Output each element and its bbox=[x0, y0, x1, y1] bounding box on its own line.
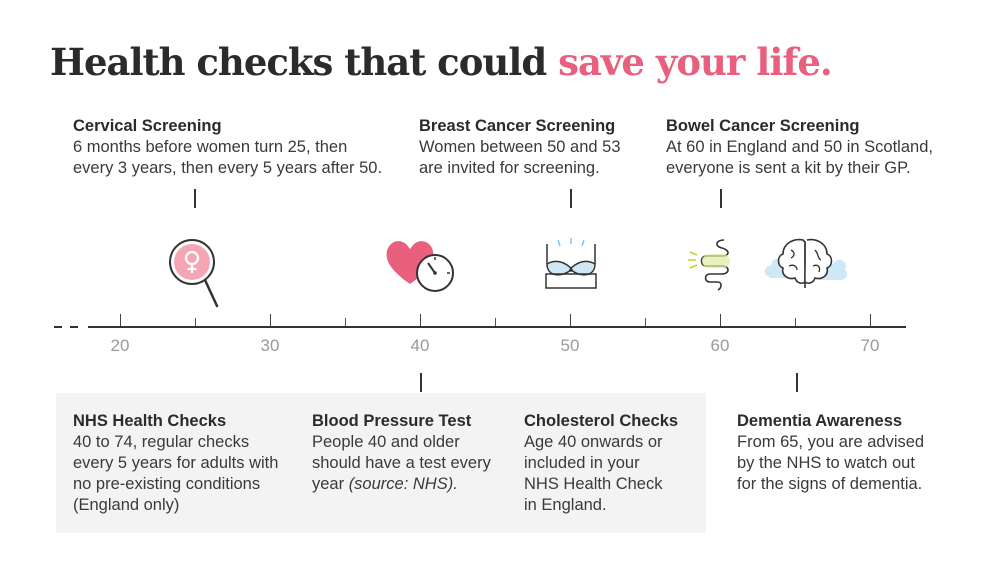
nhs-health-checks-line-3: no pre-existing conditions bbox=[73, 475, 261, 493]
age-40-connector bbox=[420, 373, 422, 392]
minor-tick-65 bbox=[795, 318, 796, 326]
major-tick-50 bbox=[570, 314, 572, 326]
dementia-line-1: From 65, you are advised bbox=[737, 433, 925, 451]
tick-label-50: 50 bbox=[560, 336, 580, 355]
bowel-screening-heading: Bowel Cancer Screening bbox=[666, 117, 860, 135]
axis-dash-1 bbox=[54, 326, 62, 328]
tick-label-40: 40 bbox=[410, 336, 430, 355]
axis-dash-2 bbox=[70, 326, 78, 328]
major-tick-20 bbox=[120, 314, 122, 326]
blood-pressure-line-3-text: year bbox=[312, 475, 349, 493]
bowel-screening-block: Bowel Cancer Screening At 60 in England … bbox=[666, 116, 933, 179]
breast-screening-heading: Breast Cancer Screening bbox=[419, 117, 616, 135]
major-tick-60 bbox=[720, 314, 722, 326]
bowel-connector bbox=[720, 189, 722, 208]
heart-blood-pressure-gauge-icon bbox=[386, 241, 454, 292]
minor-tick-35 bbox=[345, 318, 346, 326]
female-symbol-magnifier-icon bbox=[169, 239, 219, 308]
cholesterol-line-1: Age 40 onwards or bbox=[524, 433, 663, 451]
blood-pressure-heading: Blood Pressure Test bbox=[312, 412, 472, 430]
minor-tick-55 bbox=[645, 318, 646, 326]
dementia-heading: Dementia Awareness bbox=[737, 412, 903, 430]
blood-pressure-line-1: People 40 and older bbox=[312, 433, 460, 451]
nhs-health-checks-heading: NHS Health Checks bbox=[73, 412, 227, 430]
breast-screening-line-2: are invited for screening. bbox=[419, 159, 600, 177]
timeline-axis bbox=[88, 326, 906, 328]
major-tick-70 bbox=[870, 314, 872, 326]
title-main: Health checks that could bbox=[50, 40, 547, 84]
bowel-screening-line-1: At 60 in England and 50 in Scotland, bbox=[666, 138, 933, 156]
dementia-line-3: for the signs of dementia. bbox=[737, 475, 923, 493]
nhs-health-checks-line-2: every 5 years for adults with bbox=[73, 454, 279, 472]
nhs-health-checks-line-4: (England only) bbox=[73, 496, 180, 514]
tick-label-20: 20 bbox=[110, 336, 130, 355]
major-tick-40 bbox=[420, 314, 422, 326]
cholesterol-block: Cholesterol Checks Age 40 onwards or inc… bbox=[524, 411, 678, 516]
cholesterol-line-2: included in your bbox=[524, 454, 640, 472]
cholesterol-line-4: in England. bbox=[524, 496, 607, 514]
minor-tick-25 bbox=[195, 318, 196, 326]
intestine-icon bbox=[688, 239, 730, 291]
page-title: Health checks that could save your life. bbox=[50, 40, 833, 84]
blood-pressure-block: Blood Pressure Test People 40 and older … bbox=[312, 411, 491, 495]
cervical-screening-block: Cervical Screening 6 months before women… bbox=[73, 116, 382, 179]
brain-icon bbox=[764, 238, 848, 288]
tick-label-30: 30 bbox=[260, 336, 280, 355]
cervical-screening-line-2: every 3 years, then every 5 years after … bbox=[73, 159, 383, 177]
blood-pressure-line-3: year (source: NHS). bbox=[312, 474, 491, 495]
age-40-checks-panel bbox=[56, 393, 706, 533]
nhs-health-checks-block: NHS Health Checks 40 to 74, regular chec… bbox=[73, 411, 278, 516]
bra-icon bbox=[545, 238, 597, 289]
minor-tick-45 bbox=[495, 318, 496, 326]
cholesterol-line-3: NHS Health Check bbox=[524, 475, 663, 493]
cervical-connector bbox=[194, 189, 196, 208]
dementia-block: Dementia Awareness From 65, you are advi… bbox=[737, 411, 924, 495]
cholesterol-heading: Cholesterol Checks bbox=[524, 412, 679, 430]
dementia-line-2: by the NHS to watch out bbox=[737, 454, 915, 472]
title-accent: save your life. bbox=[558, 40, 833, 84]
breast-screening-line-1: Women between 50 and 53 bbox=[419, 138, 621, 156]
cervical-screening-heading: Cervical Screening bbox=[73, 117, 222, 135]
breast-connector bbox=[570, 189, 572, 208]
blood-pressure-source: (source: NHS). bbox=[348, 475, 458, 493]
nhs-health-checks-line-1: 40 to 74, regular checks bbox=[73, 433, 250, 451]
blood-pressure-line-2: should have a test every bbox=[312, 454, 491, 472]
tick-label-70: 70 bbox=[860, 336, 880, 355]
tick-label-60: 60 bbox=[710, 336, 730, 355]
dementia-connector bbox=[796, 373, 798, 392]
major-tick-30 bbox=[270, 314, 272, 326]
cervical-screening-line-1: 6 months before women turn 25, then bbox=[73, 138, 348, 156]
breast-screening-block: Breast Cancer Screening Women between 50… bbox=[419, 116, 621, 179]
bowel-screening-line-2: everyone is sent a kit by their GP. bbox=[666, 159, 911, 177]
